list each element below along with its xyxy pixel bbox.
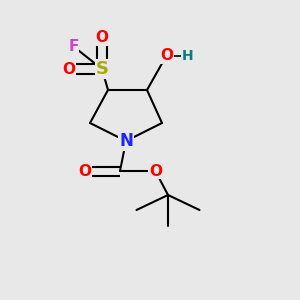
Text: F: F [68,39,79,54]
Text: O: O [95,30,109,45]
Text: O: O [62,61,75,76]
Text: N: N [119,132,133,150]
Text: H: H [182,49,193,62]
Text: O: O [160,48,173,63]
Text: S: S [95,60,109,78]
Text: O: O [149,164,162,178]
Text: O: O [78,164,91,178]
